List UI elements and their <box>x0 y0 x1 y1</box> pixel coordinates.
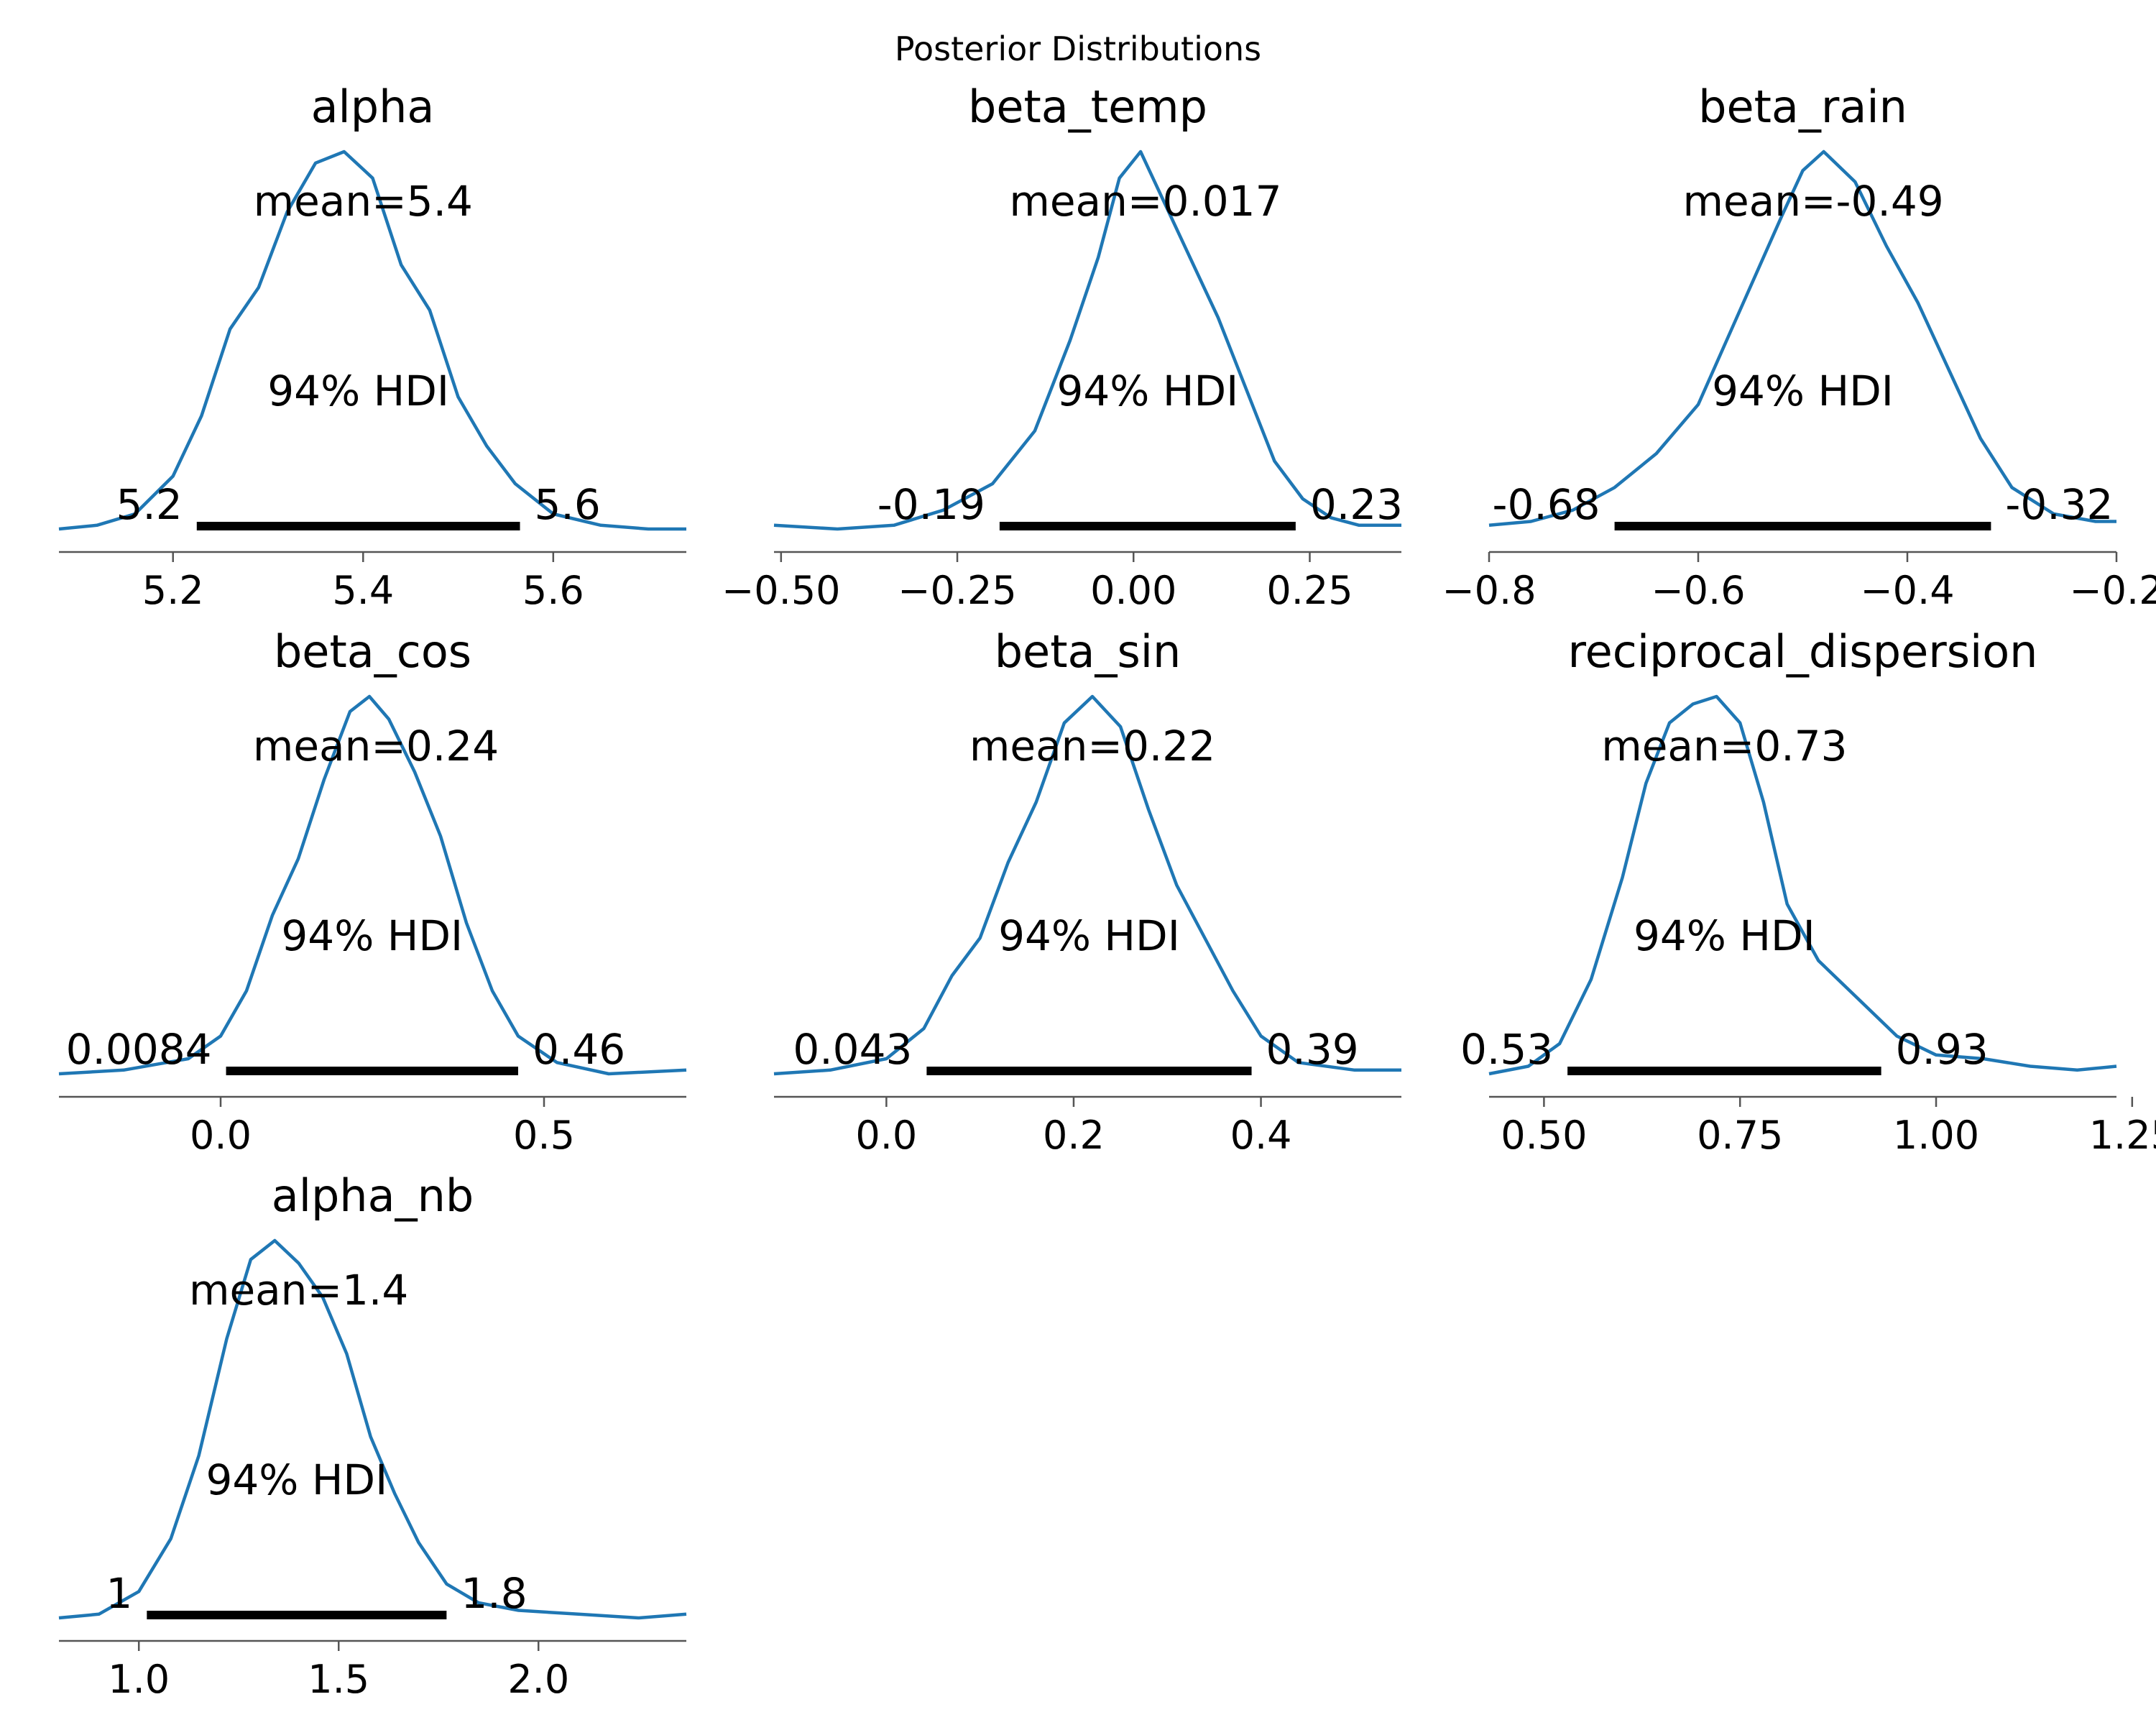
panel-alpha: 5.2 5.4 5.6 5.2 5.6 94% HDI mean=5.4 alpha <box>58 80 686 613</box>
panel-alpha-nb: 1.0 1.5 2.0 1 1.8 94% HDI mean=1.4 alpha_nb <box>58 1169 687 1702</box>
hdi-high-label: 0.23 <box>1310 480 1403 529</box>
hdi-low-label: 0.043 <box>793 1025 912 1074</box>
panel-title: alpha_nb <box>272 1169 474 1222</box>
hdi-low-label: 0.0084 <box>66 1025 212 1074</box>
x-tick-label: 0.0 <box>855 1113 917 1158</box>
density-curve <box>1488 694 2117 1076</box>
x-tick-label: 1.5 <box>308 1657 369 1702</box>
hdi-label: 94% HDI <box>1057 367 1239 415</box>
hdi-label: 94% HDI <box>1712 367 1894 415</box>
mean-label: mean=0.24 <box>253 722 499 770</box>
hdi-low-label: 0.53 <box>1460 1025 1553 1074</box>
hdi-high-label: 0.39 <box>1266 1025 1359 1074</box>
panel-title: beta_sin <box>995 625 1181 678</box>
hdi-high-label: 0.46 <box>533 1025 625 1074</box>
panel-reciprocal-dispersion: 0.50 0.75 1.00 1.25 0.53 0.93 94% HDI mean=0.73… <box>1460 625 2156 1158</box>
mean-label: mean=5.4 <box>254 177 473 226</box>
x-tick-label: 0.25 <box>1266 568 1353 613</box>
hdi-low-label: -0.19 <box>877 480 985 529</box>
mean-label: mean=1.4 <box>189 1266 408 1315</box>
x-tick-label: −0.8 <box>1442 568 1536 613</box>
x-tick-label: 1.25 <box>2089 1113 2156 1158</box>
x-tick-label: 2.0 <box>507 1657 569 1702</box>
x-tick-label: 5.6 <box>522 568 584 613</box>
density-curve <box>1488 150 2116 528</box>
panel-title: beta_cos <box>274 625 471 678</box>
density-curve <box>773 694 1401 1076</box>
x-tick-label: 0.0 <box>190 1113 252 1158</box>
x-tick-label: −0.50 <box>722 568 840 613</box>
hdi-label: 94% HDI <box>267 367 449 415</box>
x-tick-label: 0.00 <box>1090 568 1176 613</box>
x-tick-label: 0.2 <box>1043 1113 1105 1158</box>
density-curve <box>58 1238 687 1620</box>
x-tick-label: 1.0 <box>108 1657 170 1702</box>
panel-title: reciprocal_dispersion <box>1568 625 2038 678</box>
x-tick-label: 0.75 <box>1697 1113 1783 1158</box>
x-tick-label: 0.4 <box>1230 1113 1292 1158</box>
hdi-low-label: 1 <box>106 1569 132 1618</box>
hdi-high-label: 5.6 <box>535 480 601 529</box>
x-tick-label: 5.2 <box>142 568 204 613</box>
hdi-label: 94% HDI <box>998 911 1180 960</box>
x-tick-label: −0.4 <box>1860 568 1954 613</box>
mean-label: mean=-0.49 <box>1682 177 1943 226</box>
x-tick-label: −0.2 <box>2069 568 2156 613</box>
panel-beta-cos: 0.0 0.5 0.0084 0.46 94% HDI mean=0.24 beta_cos <box>58 625 687 1158</box>
density-curve <box>773 150 1401 531</box>
hdi-high-label: -0.32 <box>2005 480 2113 529</box>
hdi-label: 94% HDI <box>281 911 463 960</box>
hdi-high-label: 0.93 <box>1896 1025 1989 1074</box>
panel-beta-temp: −0.50 −0.25 0.00 0.25 -0.19 0.23 94% HDI mean=0… <box>722 80 1403 613</box>
x-tick-label: 5.4 <box>332 568 394 613</box>
hdi-label: 94% HDI <box>1634 911 1815 960</box>
x-tick-label: 1.00 <box>1893 1113 1979 1158</box>
mean-label: mean=0.73 <box>1601 722 1847 770</box>
panel-title: beta_temp <box>968 80 1207 133</box>
figure-suptitle: Posterior Distributions <box>895 29 1261 68</box>
hdi-low-label: 5.2 <box>116 480 183 529</box>
x-tick-label: 0.50 <box>1501 1113 1587 1158</box>
hdi-high-label: 1.8 <box>461 1569 527 1618</box>
mean-label: mean=0.22 <box>969 722 1215 770</box>
panel-beta-rain: −0.8 −0.6 −0.4 −0.2 -0.68 -0.32 94% HDI mean=-0… <box>1442 80 2156 613</box>
x-tick-label: −0.6 <box>1651 568 1745 613</box>
density-curve <box>58 150 686 531</box>
density-curve <box>58 694 687 1076</box>
panel-beta-sin: 0.0 0.2 0.4 0.043 0.39 94% HDI mean=0.22 beta_s… <box>773 625 1401 1158</box>
x-tick-label: −0.25 <box>898 568 1016 613</box>
mean-label: mean=0.017 <box>1009 177 1281 226</box>
panels: 5.2 5.4 5.6 5.2 5.6 94% HDI mean=5.4 alpha −0.50… <box>58 80 2156 1702</box>
hdi-low-label: -0.68 <box>1493 480 1600 529</box>
hdi-label: 94% HDI <box>206 1455 387 1504</box>
panel-title: beta_rain <box>1698 80 1907 133</box>
x-tick-label: 0.5 <box>513 1113 575 1158</box>
panel-title: alpha <box>311 80 435 133</box>
